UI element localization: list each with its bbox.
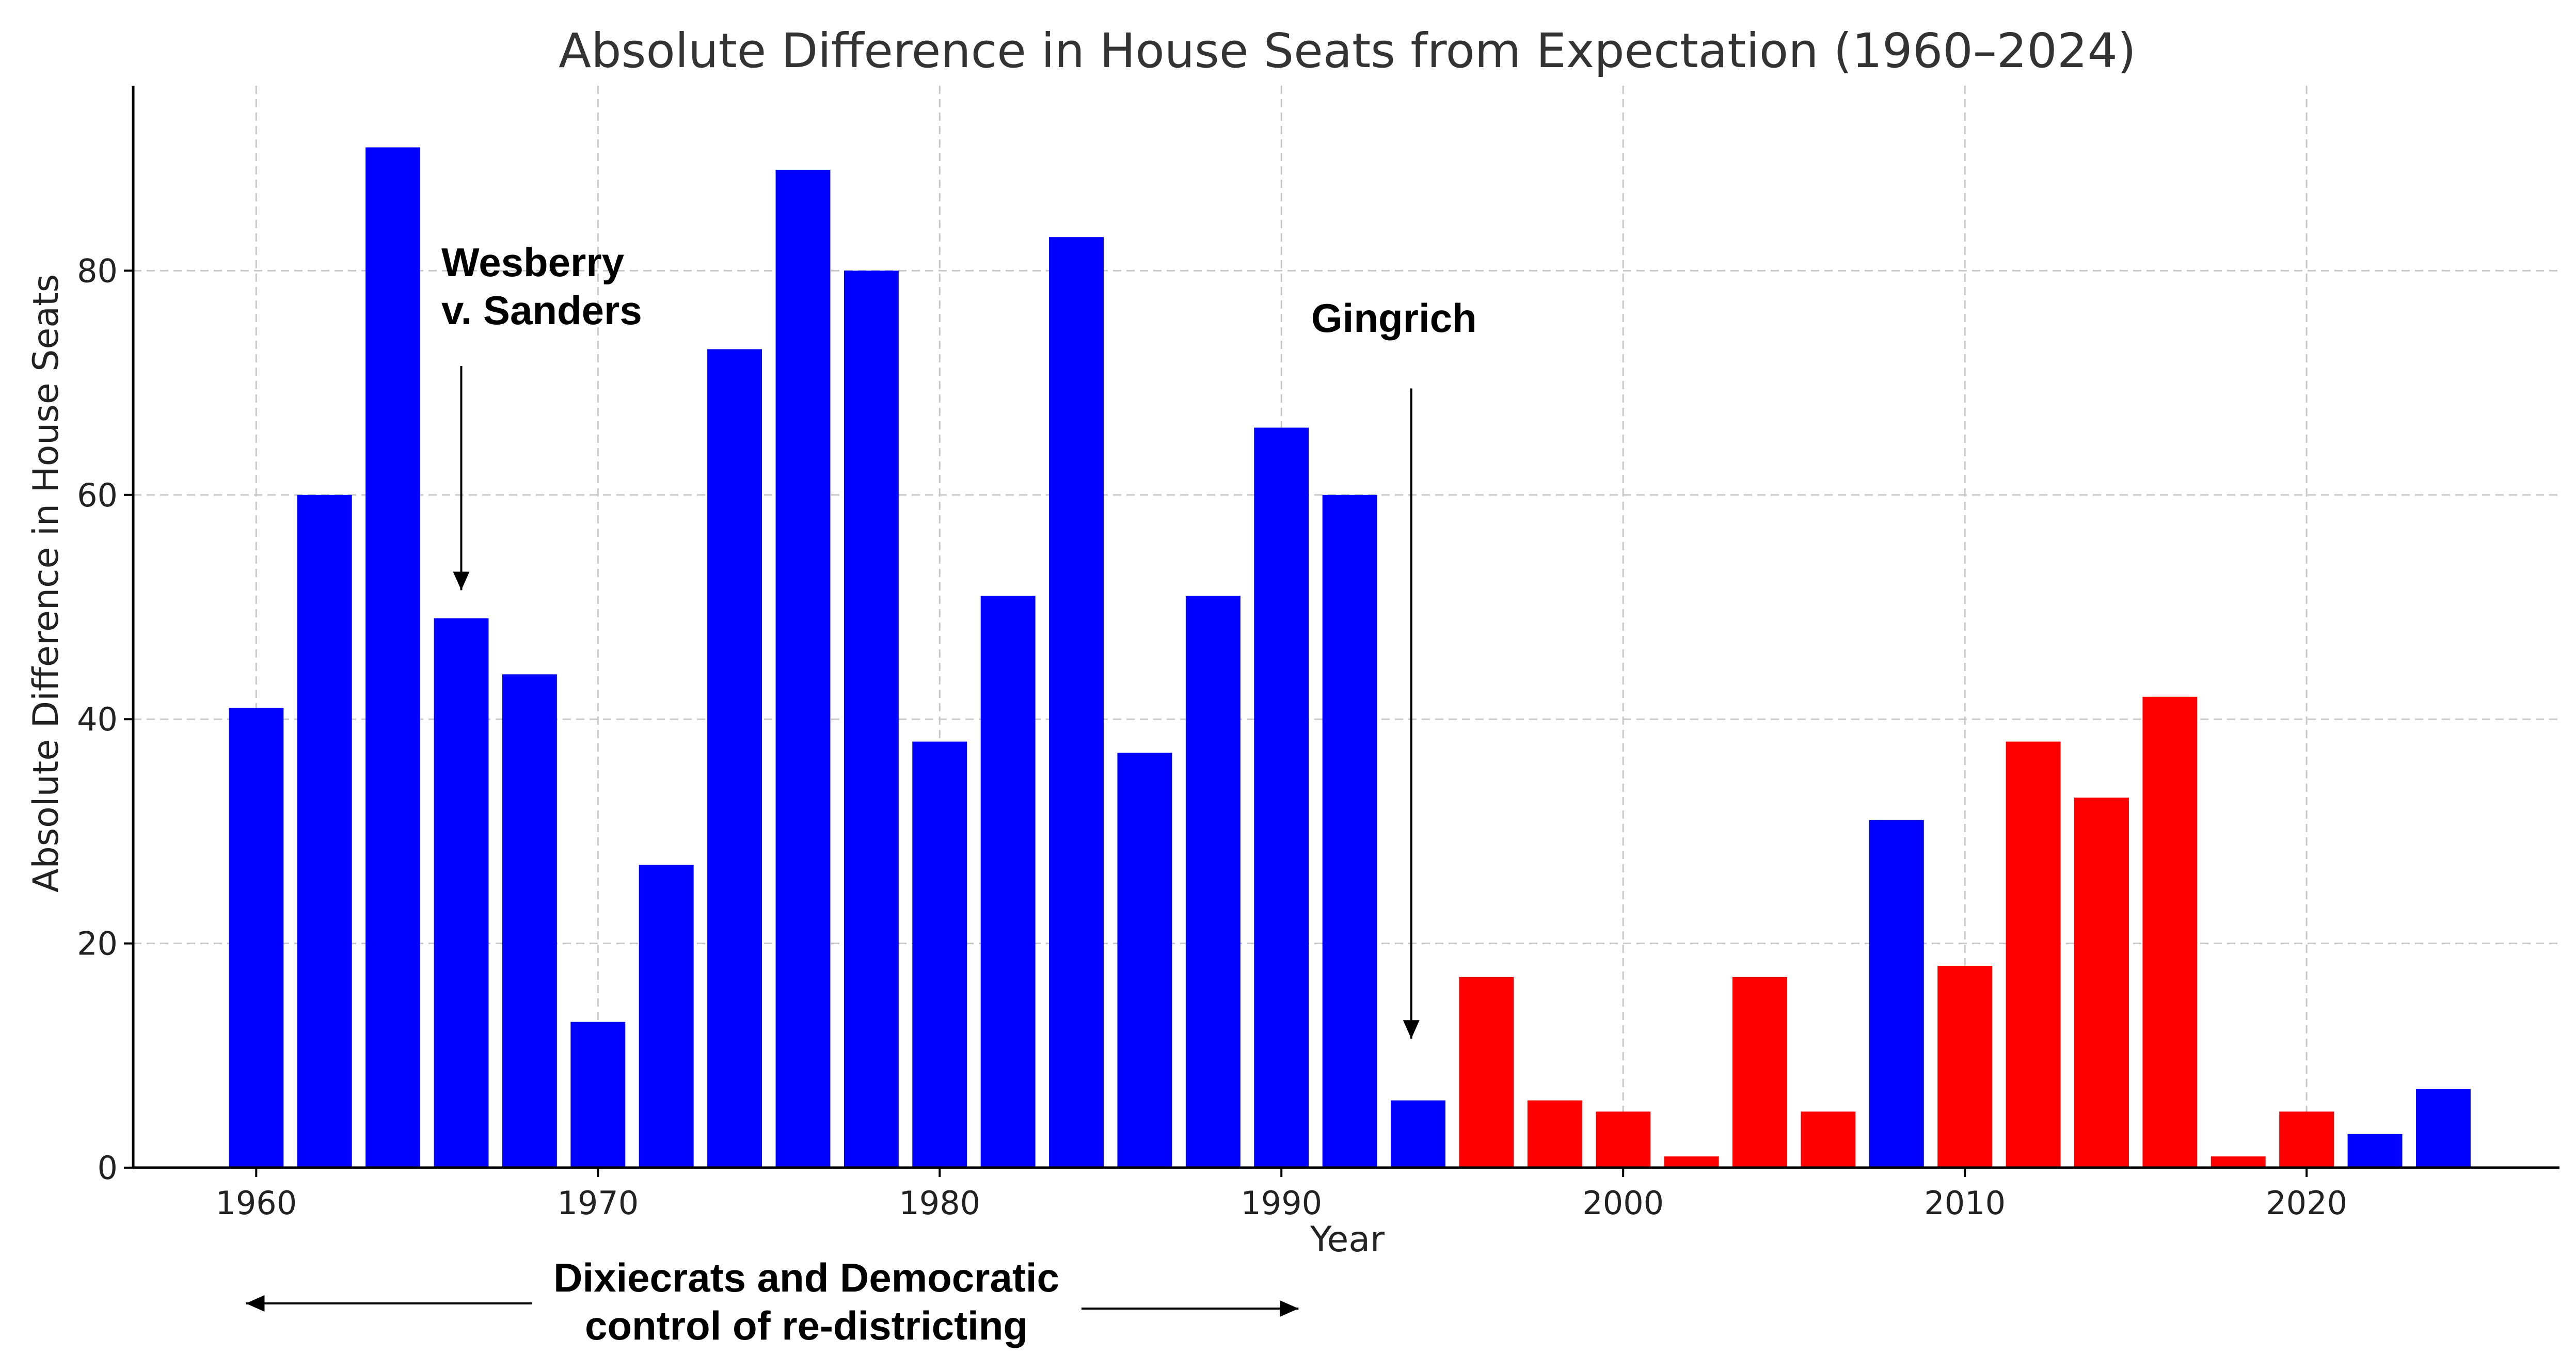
bar-2002 bbox=[1664, 1156, 1719, 1168]
chart-title: Absolute Difference in House Seats from … bbox=[559, 23, 2136, 78]
x-tick-label: 1980 bbox=[899, 1184, 980, 1222]
bar-2010 bbox=[1937, 966, 1993, 1168]
bar-2024 bbox=[2415, 1089, 2471, 1168]
bar-1968 bbox=[502, 674, 557, 1168]
bar-2018 bbox=[2211, 1156, 2266, 1168]
x-tick-label: 2020 bbox=[2266, 1184, 2347, 1222]
bar-2012 bbox=[2006, 741, 2061, 1168]
tick-labels: 1960 1970 1980 1990 2000 2010 2020 0 20 40 60 80 bbox=[77, 252, 2347, 1222]
bar-1992 bbox=[1322, 495, 1377, 1168]
bar-2004 bbox=[1732, 977, 1787, 1168]
bar-1966 bbox=[434, 618, 489, 1168]
bar-1972 bbox=[639, 865, 694, 1168]
y-tick-label: 20 bbox=[77, 925, 118, 963]
y-tick-label: 60 bbox=[77, 476, 118, 514]
bar-2006 bbox=[1801, 1111, 1856, 1168]
bar-1974 bbox=[707, 349, 762, 1168]
bar-1988 bbox=[1185, 596, 1241, 1168]
bar-1960 bbox=[229, 708, 284, 1168]
x-tick-label: 1960 bbox=[215, 1184, 297, 1222]
gingrich-annotation: Gingrich bbox=[1311, 295, 1477, 341]
bar-1980 bbox=[912, 741, 967, 1168]
wesberry-annotation-line-2: v. Sanders bbox=[441, 288, 642, 333]
wesberry-annotation-line-1: Wesberry bbox=[441, 240, 624, 285]
bar-series bbox=[229, 147, 2471, 1168]
x-tick-label: 2010 bbox=[1924, 1184, 2006, 1222]
bar-2020 bbox=[2279, 1111, 2334, 1168]
x-tick-label: 1990 bbox=[1241, 1184, 1322, 1222]
bar-1990 bbox=[1254, 427, 1309, 1168]
bar-1962 bbox=[297, 495, 352, 1168]
bar-2000 bbox=[1596, 1111, 1651, 1168]
dixiecrats-annotation-line-2: control of re-districting bbox=[585, 1303, 1028, 1348]
bar-1978 bbox=[844, 270, 899, 1168]
y-tick-label: 40 bbox=[77, 700, 118, 738]
bar-1982 bbox=[980, 596, 1036, 1168]
bar-1986 bbox=[1117, 753, 1172, 1168]
y-tick-label: 0 bbox=[98, 1149, 118, 1187]
x-tick-label: 1970 bbox=[557, 1184, 639, 1222]
bar-1964 bbox=[365, 147, 421, 1168]
x-tick-label: 2000 bbox=[1582, 1184, 1664, 1222]
bar-1970 bbox=[570, 1022, 626, 1168]
bar-2016 bbox=[2142, 696, 2198, 1168]
x-axis-label: Year bbox=[1310, 1219, 1385, 1260]
bar-1976 bbox=[775, 169, 831, 1168]
bar-2014 bbox=[2074, 798, 2129, 1168]
dixiecrats-annotation-line-1: Dixiecrats and Democratic bbox=[553, 1255, 1059, 1300]
axes bbox=[124, 86, 2559, 1177]
y-axis-label: Absolute Difference in House Seats bbox=[26, 274, 67, 893]
y-tick-label: 80 bbox=[77, 252, 118, 290]
bar-2022 bbox=[2347, 1134, 2403, 1168]
bar-1996 bbox=[1459, 977, 1514, 1168]
bar-2008 bbox=[1869, 820, 1924, 1168]
bar-1994 bbox=[1391, 1100, 1445, 1168]
bar-1984 bbox=[1049, 237, 1104, 1168]
bar-1998 bbox=[1527, 1100, 1582, 1168]
